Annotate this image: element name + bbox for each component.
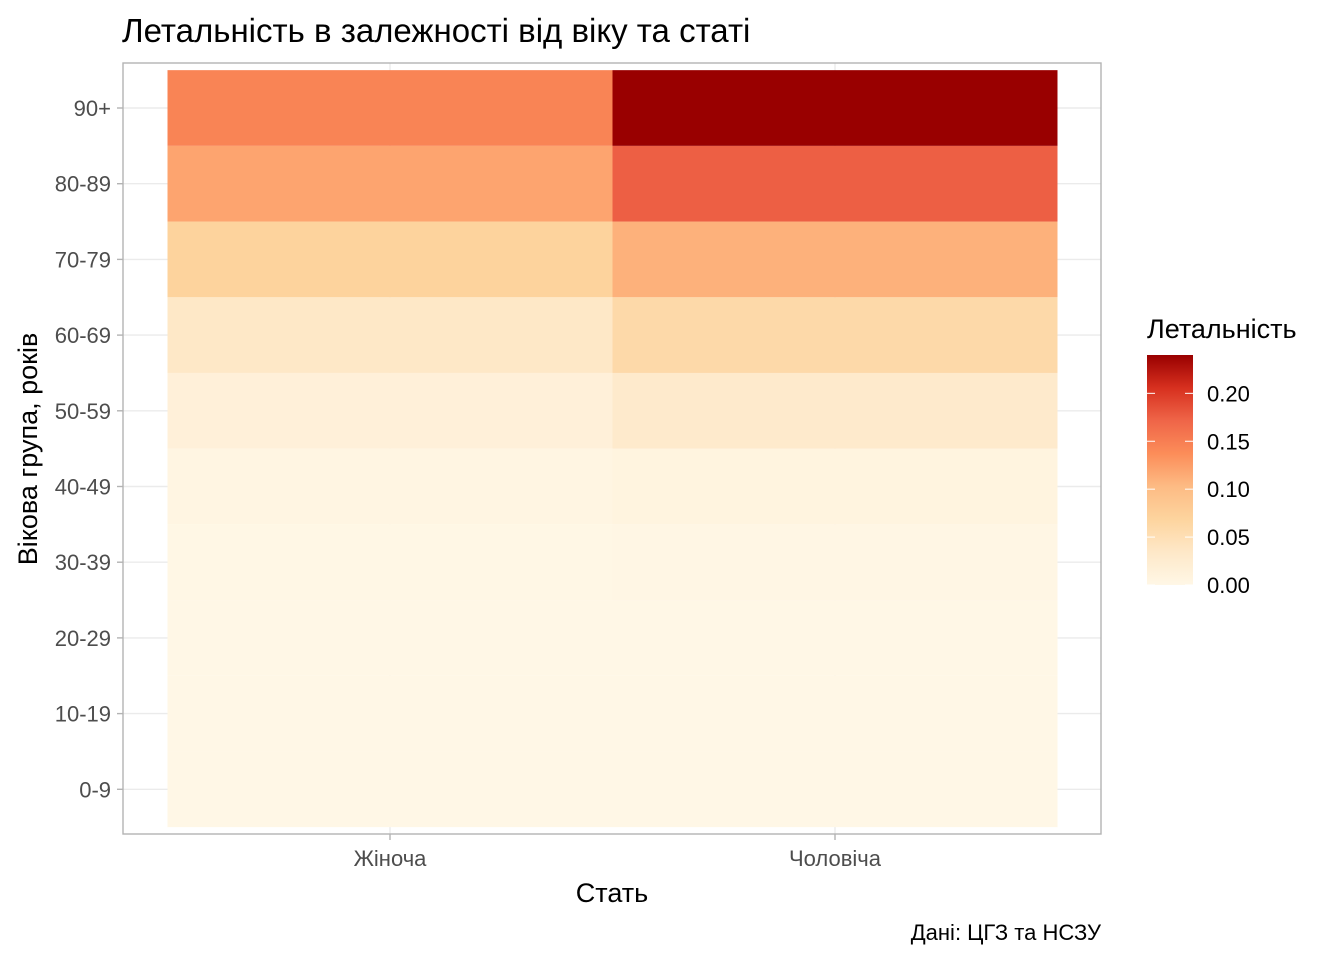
legend-ticks: 0.00 0.05 0.10 0.15 0.20 <box>1147 381 1250 598</box>
legend-title: Летальність <box>1147 314 1297 344</box>
heatmap-cell <box>167 297 613 373</box>
caption: Дані: ЦГЗ та НСЗУ <box>911 920 1102 945</box>
heatmap-cell <box>612 524 1058 601</box>
y-axis-title: Вікова група, років <box>13 333 43 566</box>
heatmap-cell <box>612 600 1058 676</box>
y-tick-label: 10-19 <box>55 702 111 727</box>
heatmap-cell <box>167 145 613 222</box>
heatmap-cell <box>612 448 1058 525</box>
y-tick-label: 50-59 <box>55 399 111 424</box>
heatmap-cell <box>167 372 613 449</box>
x-tick-label: Чоловіча <box>789 846 882 871</box>
y-tick-label: 80-89 <box>55 172 111 197</box>
heatmap-cell <box>612 675 1058 752</box>
legend-tick-label: 0.20 <box>1207 381 1250 406</box>
legend-tick-label: 0.10 <box>1207 477 1250 502</box>
heatmap-cell <box>612 751 1058 828</box>
y-tick-label: 40-49 <box>55 475 111 500</box>
heatmap-cell <box>612 70 1058 146</box>
heatmap-cell <box>167 524 613 601</box>
x-tick-label: Жіноча <box>354 846 428 871</box>
legend-colorbar <box>1147 355 1193 585</box>
heatmap-cell <box>167 675 613 752</box>
y-tick-label: 0-9 <box>79 777 111 802</box>
legend-tick-label: 0.00 <box>1207 573 1250 598</box>
y-tick-label: 30-39 <box>55 550 111 575</box>
heatmap-cell <box>167 448 613 525</box>
heatmap-cell <box>612 221 1058 298</box>
heatmap-cell <box>612 145 1058 222</box>
y-tick-label: 70-79 <box>55 247 111 272</box>
heatmap-cell <box>167 751 613 828</box>
heatmap-cell <box>167 70 613 146</box>
heatmap-cell <box>612 372 1058 449</box>
legend-tick-label: 0.05 <box>1207 525 1250 550</box>
heatmap-cell <box>167 221 613 298</box>
axis-ticks: 0-9 10-19 20-29 30-39 40-49 50-59 60-69 70-79 80… <box>55 96 882 871</box>
y-tick-label: 20-29 <box>55 626 111 651</box>
y-tick-label: 90+ <box>74 96 111 121</box>
heatmap-cells <box>167 70 1058 828</box>
x-axis-title: Стать <box>576 878 648 908</box>
legend-tick-label: 0.15 <box>1207 429 1250 454</box>
y-tick-label: 60-69 <box>55 323 111 348</box>
plot-panel-border <box>122 62 1102 835</box>
heatmap-cell <box>167 600 613 676</box>
chart-title: Летальність в залежності від віку та ста… <box>122 12 750 49</box>
heatmap-cell <box>612 297 1058 373</box>
